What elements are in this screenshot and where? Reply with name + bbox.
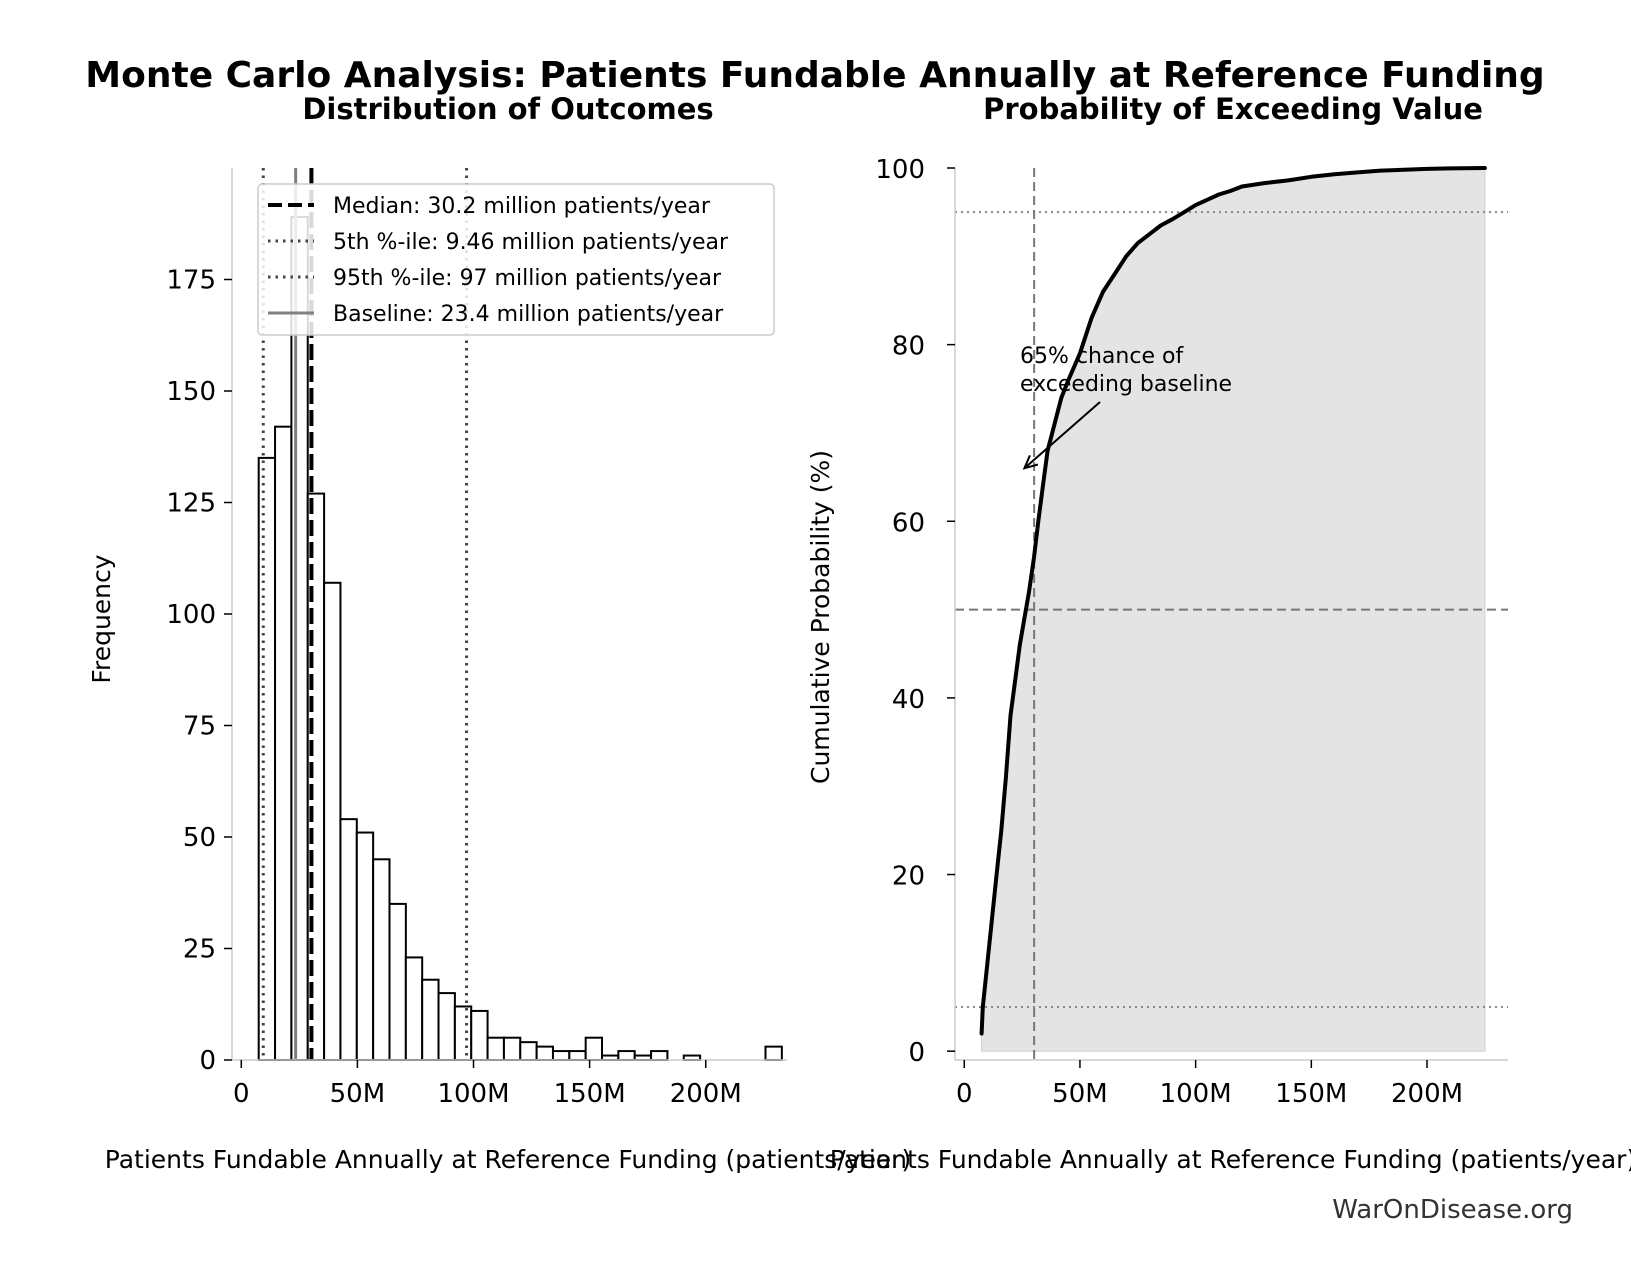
credit-text: WarOnDisease.org <box>1332 1195 1573 1225</box>
histogram-bar <box>764 1045 783 1061</box>
histogram-bar <box>372 858 391 1061</box>
histogram-bar <box>568 1050 587 1061</box>
annotation-arrowhead <box>1022 455 1039 470</box>
histogram-ylabel-text: Frequency <box>87 554 116 683</box>
cdf-line <box>979 166 1487 1036</box>
histogram-y-axis-label: Frequency <box>87 554 116 683</box>
histogram-axes: 0 25 50 75 100 125 150 175 0 50M 100M 150M 200M <box>166 168 787 1109</box>
cdf-ytick-label: 80 <box>892 332 925 362</box>
histogram-bar <box>453 1005 473 1061</box>
legend-frame <box>257 183 775 336</box>
cdf-xtick-label: 100M <box>1160 1079 1232 1109</box>
histogram-bars <box>257 216 783 1062</box>
cdf-xtick-label: 50M <box>1052 1079 1108 1109</box>
histogram-title: Distribution of Outcomes <box>302 92 713 126</box>
histogram-bar <box>470 1009 489 1062</box>
legend-p5-label: 5th %-ile: 9.46 million patients/year <box>333 230 729 255</box>
cdf-ytick-label: 40 <box>892 685 925 715</box>
histogram-bar <box>437 992 456 1061</box>
histogram-bar <box>502 1036 522 1061</box>
histogram-bar <box>486 1036 505 1061</box>
histogram-panel: Distribution of Outcomes Frequency Patie… <box>87 92 911 1174</box>
annotation-line-2: exceeding baseline <box>1020 372 1232 397</box>
legend-median-label: Median: 30.2 million patients/year <box>333 194 711 219</box>
histogram-legend: Median: 30.2 million patients/year 5th %… <box>257 183 775 336</box>
histogram-bar <box>519 1041 538 1062</box>
histogram-xtick-label: 200M <box>670 1079 742 1109</box>
histogram-ytick-label: 175 <box>166 266 216 296</box>
histogram-bar <box>355 831 375 1061</box>
cdf-ytick-label: 20 <box>892 862 925 892</box>
cdf-title: Probability of Exceeding Value <box>983 92 1483 126</box>
histogram-bar <box>421 978 440 1061</box>
cdf-y-axis-label: Cumulative Probability (%) <box>806 450 835 784</box>
histogram-xtick-label: 50M <box>330 1079 386 1109</box>
cdf-axes: 0 20 40 60 80 100 0 50M 100M 150M 200M <box>875 155 1508 1109</box>
cdf-x-axis-label: Patients Fundable Annually at Reference … <box>830 1145 1631 1174</box>
figure-title: Monte Carlo Analysis: Patients Fundable … <box>85 55 1544 96</box>
histogram-bar <box>551 1050 571 1061</box>
histogram-ytick-label: 75 <box>183 712 216 742</box>
histogram-bar <box>404 956 424 1061</box>
histogram-bar <box>584 1036 604 1061</box>
histogram-bar <box>290 216 309 1061</box>
histogram-ytick-label: 0 <box>199 1046 216 1076</box>
legend-baseline-label: Baseline: 23.4 million patients/year <box>333 302 724 327</box>
cdf-ytick-label: 0 <box>908 1038 925 1068</box>
annotation-line-1: 65% chance of <box>1020 344 1184 369</box>
histogram-xtick-label: 100M <box>437 1079 509 1109</box>
cdf-xtick-label: 0 <box>956 1079 973 1109</box>
histogram-xtick-label: 0 <box>233 1079 250 1109</box>
cdf-curve <box>979 166 1487 1036</box>
histogram-bar <box>274 425 293 1061</box>
histogram-bar <box>388 902 407 1062</box>
cdf-ytick-label: 100 <box>875 155 925 185</box>
legend-p95-label: 95th %-ile: 97 million patients/year <box>333 266 722 291</box>
cdf-ylabel-text: Cumulative Probability (%) <box>806 450 835 784</box>
histogram-bar <box>535 1045 554 1061</box>
cdf-annotation: 65% chance of exceeding baseline <box>1020 344 1232 470</box>
histogram-ytick-label: 100 <box>166 600 216 630</box>
cdf-ytick-label: 60 <box>892 508 925 538</box>
histogram-x-axis-label: Patients Fundable Annually at Reference … <box>105 1145 911 1174</box>
histogram-ytick-label: 150 <box>166 377 216 407</box>
cdf-xtick-label: 200M <box>1391 1079 1463 1109</box>
histogram-ytick-label: 25 <box>183 935 216 965</box>
histogram-bar <box>339 818 358 1061</box>
annotation-arrow <box>1023 401 1101 470</box>
histogram-bar <box>323 581 342 1062</box>
histogram-xtick-label: 150M <box>554 1079 626 1109</box>
histogram-bar <box>257 456 277 1061</box>
cdf-panel: Probability of Exceeding Value 0 20 40 60 80… <box>806 92 1631 1174</box>
cdf-reference-lines <box>955 168 1508 1060</box>
cdf-xtick-label: 150M <box>1275 1079 1347 1109</box>
histogram-bar <box>617 1050 636 1061</box>
histogram-ytick-label: 125 <box>166 489 216 519</box>
histogram-ytick-label: 50 <box>183 823 216 853</box>
histogram-bar <box>650 1050 669 1061</box>
